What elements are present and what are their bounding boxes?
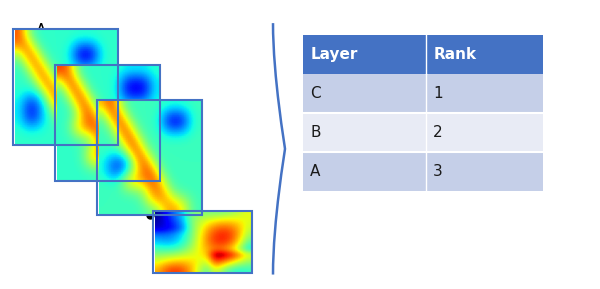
- Text: B: B: [77, 58, 88, 73]
- Text: 1: 1: [433, 86, 443, 101]
- Text: 3: 3: [433, 164, 443, 179]
- Bar: [303, 74, 543, 113]
- Text: C: C: [119, 92, 130, 107]
- Bar: [303, 35, 543, 74]
- Text: C: C: [310, 86, 321, 101]
- Text: A: A: [35, 23, 46, 38]
- Bar: [303, 152, 543, 191]
- Text: A: A: [310, 164, 320, 179]
- Bar: [303, 113, 543, 152]
- Text: 2: 2: [433, 125, 443, 140]
- Text: B: B: [310, 125, 320, 140]
- Text: Rank: Rank: [433, 47, 476, 62]
- Text: Layer: Layer: [310, 47, 358, 62]
